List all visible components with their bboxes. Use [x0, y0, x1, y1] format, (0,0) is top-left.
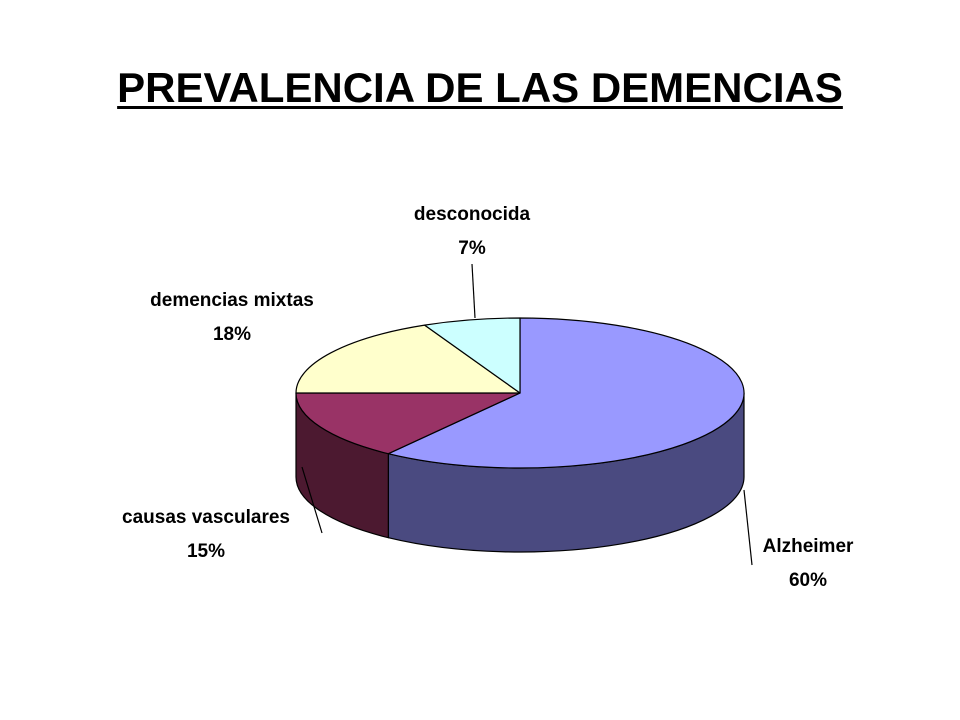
slide-title: PREVALENCIA DE LAS DEMENCIAS [117, 64, 843, 111]
leader-line-alzheimer [743, 489, 753, 566]
leader-lines [301, 263, 753, 566]
pie-slices [295, 317, 745, 469]
slice-percent-alzheimer: 60% [789, 570, 827, 591]
slice-labels: Alzheimer 60% causas vasculares 15% demencia… [122, 204, 854, 591]
slice-label-causas-vasculares: causas vasculares [122, 507, 290, 528]
slice-label-desconocida: desconocida [414, 204, 531, 225]
slice-percent-demencias-mixtas: 18% [213, 324, 251, 345]
slice-percent-causas-vasculares: 15% [187, 541, 225, 562]
slice-causas-vasculares [295, 392, 521, 455]
slice-label-demencias-mixtas: demencias mixtas [150, 290, 314, 311]
slice-desconocida [424, 317, 521, 394]
slice-demencias-mixtas [295, 324, 521, 394]
slice-percent-desconocida: 7% [458, 238, 486, 259]
leader-line-desconocida [471, 263, 476, 319]
slice-alzheimer [387, 317, 745, 469]
slice-label-alzheimer: Alzheimer [763, 536, 854, 557]
leader-line-causas-vasculares [301, 466, 323, 534]
